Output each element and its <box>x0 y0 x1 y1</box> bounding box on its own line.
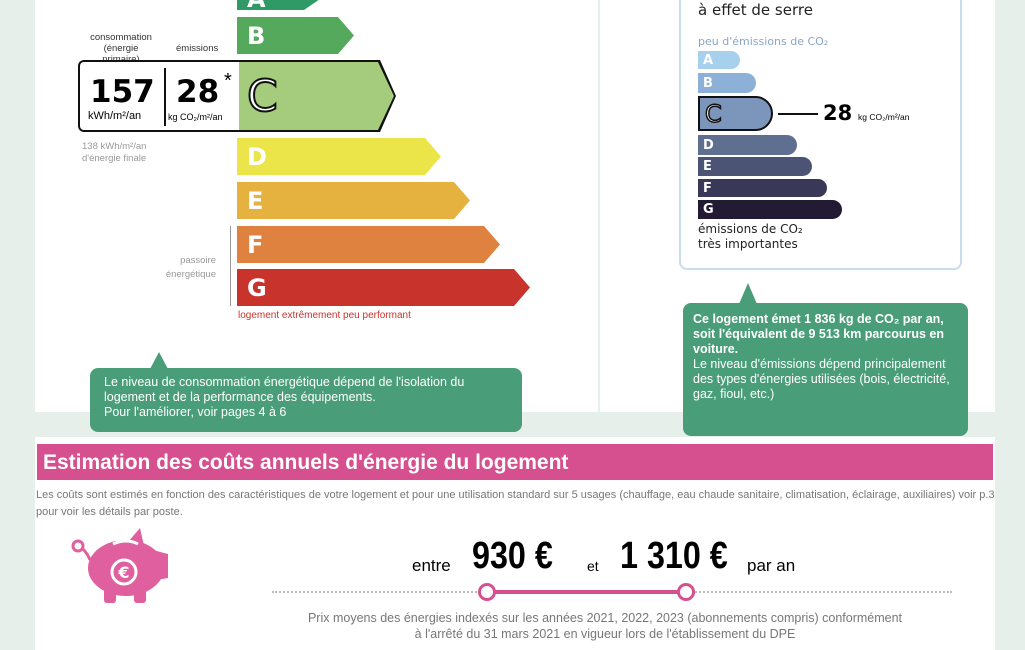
costs-title: Estimation des coûts annuels d'énergie d… <box>43 451 569 474</box>
final-energy: 138 kWh/m²/an d'énergie finale <box>82 141 146 165</box>
class-letter: G <box>247 273 267 302</box>
callout-bold: Ce logement émet 1 836 kg de CO₂ par an,… <box>693 312 944 356</box>
callout-text: Le niveau d'émissions dépend principalem… <box>693 357 950 401</box>
ghg-class-a: A <box>698 51 740 69</box>
class-letter: C <box>247 70 278 122</box>
energy-class-b: B <box>237 17 354 54</box>
divider <box>164 68 166 126</box>
energy-class-d: D <box>237 138 441 175</box>
ghg-bottom-label: émissions de CO₂ très importantes <box>698 222 803 252</box>
ghg-class-d: D <box>698 135 797 155</box>
bottom-line: émissions de CO₂ <box>698 222 803 236</box>
class-letter: D <box>247 142 267 171</box>
consumption-unit: kWh/m²/an <box>88 110 142 122</box>
costs-header: Estimation des coûts annuels d'énergie d… <box>37 444 993 480</box>
class-letter: B <box>247 21 266 50</box>
callout-line: Le niveau de consommation énergétique dé… <box>104 375 465 389</box>
per-year-label: par an <box>747 556 796 575</box>
ghg-value: 28 <box>823 101 853 125</box>
class-letter: B <box>703 75 713 91</box>
ghg-pointer-line <box>778 113 818 115</box>
ghg-top-label: peu d'émissions de CO₂ <box>698 35 829 48</box>
class-letter: C <box>704 99 722 129</box>
consumption-text: consommation <box>90 32 152 43</box>
energy-callout: .callout.e1::before{left:60px} Le niveau… <box>90 352 522 432</box>
ghg-unit: kg CO₂/m²/an <box>858 112 910 122</box>
bottom-line: très importantes <box>698 237 798 251</box>
asterisk: * <box>224 70 232 92</box>
ghg-class-f: F <box>698 179 827 197</box>
min-handle <box>478 583 496 601</box>
final-energy-label: d'énergie finale <box>82 153 147 164</box>
callout-line: Pour l'améliorer, voir pages 4 à 6 <box>104 405 287 419</box>
ghg-class-g: G <box>698 200 842 219</box>
callout-line: logement et de la performance des équipe… <box>104 390 376 404</box>
emissions-label: émissions <box>176 43 219 54</box>
entre-label: entre <box>412 556 451 575</box>
energy-class-f: F <box>237 226 500 263</box>
emissions-unit: kg CO₂/m²/an <box>168 112 223 122</box>
energy-class-g: G <box>237 269 530 306</box>
worst-label: logement extrêmement peu performant <box>238 310 411 321</box>
primary-text: (énergie primaire) <box>102 43 139 65</box>
cost-range-fill <box>487 590 686 594</box>
class-letter: F <box>703 180 712 196</box>
max-handle <box>677 583 695 601</box>
class-letter: A <box>247 0 266 13</box>
energy-class-a: A <box>237 0 320 10</box>
note-line: Prix moyens des énergies indexés sur les… <box>307 611 903 625</box>
class-letter: D <box>703 137 714 153</box>
ghg-class-e: E <box>698 157 812 176</box>
passoire-bracket <box>230 226 231 306</box>
energy-class-e: E <box>237 182 470 219</box>
et-label: et <box>587 558 599 574</box>
costs-description: Les coûts sont estimés en fonction des c… <box>36 489 995 518</box>
energetique-text: énergétique <box>165 269 216 280</box>
emissions-value: 28 <box>176 74 220 110</box>
ghg-box <box>679 0 962 270</box>
note-line: à l'arrêté du 31 mars 2021 en vigueur lo… <box>414 627 796 641</box>
passoire-label: passoire énergétique <box>150 254 216 282</box>
ghg-class-c: C <box>698 96 773 131</box>
class-letter: E <box>703 159 712 174</box>
costs-note: Prix moyens des énergies indexés sur les… <box>230 610 980 642</box>
min-cost: 930 € <box>472 535 553 577</box>
class-letter: G <box>703 202 714 217</box>
class-letter: E <box>247 186 264 215</box>
consumption-label: consommation(énergie primaire) <box>86 32 156 65</box>
max-cost: 1 310 € <box>620 535 728 577</box>
class-letter: A <box>703 52 714 68</box>
energy-class-c: C <box>237 60 396 132</box>
value-box: 157 kWh/m²/an 28 * kg CO₂/m²/an <box>78 60 239 132</box>
class-letter: F <box>247 230 264 259</box>
svg-text:€: € <box>117 563 129 582</box>
piggy-bank-icon: € <box>71 528 168 603</box>
consumption-value: 157 <box>90 74 155 110</box>
final-energy-value: 138 kWh/m²/an <box>82 141 147 152</box>
ghg-callout: Ce logement émet 1 836 kg de CO₂ par an,… <box>683 283 968 436</box>
ghg-class-b: B <box>698 73 756 93</box>
ghg-title: à effet de serre <box>698 1 813 19</box>
passoire-text: passoire <box>180 255 216 266</box>
